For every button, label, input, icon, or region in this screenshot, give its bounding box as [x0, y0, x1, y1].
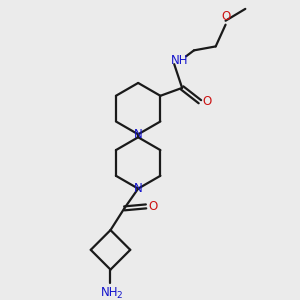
Text: O: O	[148, 200, 158, 213]
Text: NH: NH	[101, 286, 118, 299]
Text: O: O	[221, 10, 230, 23]
Text: NH: NH	[170, 54, 188, 67]
Text: 2: 2	[117, 291, 122, 300]
Text: O: O	[202, 95, 212, 108]
Text: N: N	[134, 128, 142, 141]
Text: N: N	[134, 182, 142, 195]
